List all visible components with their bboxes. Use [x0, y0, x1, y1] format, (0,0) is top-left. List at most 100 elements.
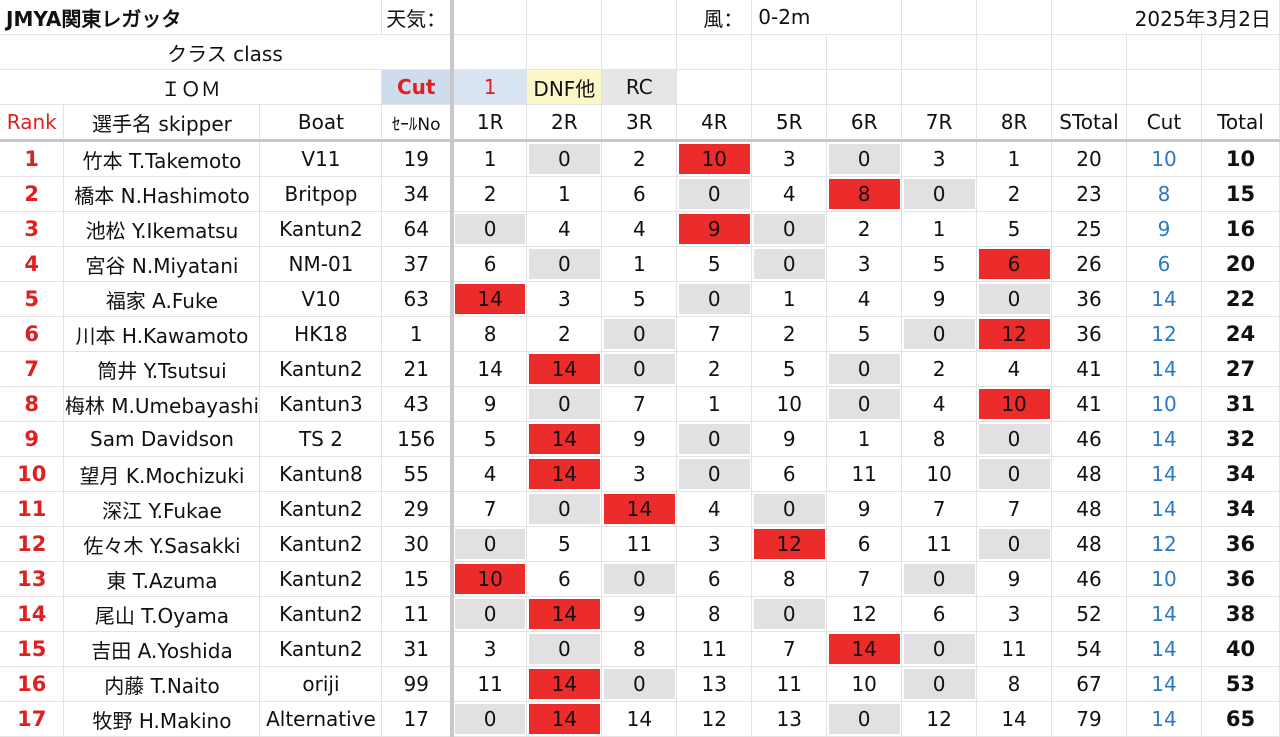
skipper-cell: 佐々木 Y.Sasakki — [63, 526, 261, 562]
cut-cell: 14 — [1126, 596, 1202, 632]
rank-cell: 10 — [0, 456, 65, 492]
cut-cell: 14 — [1126, 456, 1202, 492]
cut-cell: 8 — [1126, 176, 1202, 212]
race-cell-value: 6 — [978, 249, 1050, 279]
skipper-cell: 牧野 H.Makino — [63, 701, 261, 737]
table-row: 7 筒井 Y.Tsutsui Kantun2 21 14 14 0 2 5 0 2 4 41 14 27 — [0, 351, 1280, 387]
race-cell: 6 — [826, 526, 903, 562]
skipper-cell: 深江 Y.Fukae — [63, 491, 261, 527]
race-cell: 0 — [451, 701, 528, 737]
race-cell-value: 14 — [528, 424, 600, 454]
race-cell: 3 — [901, 140, 978, 177]
cut-cell: 9 — [1126, 211, 1202, 247]
race-cell: 0 — [451, 211, 528, 247]
boat-cell: V11 — [259, 140, 383, 177]
race-cell-value: 14 — [528, 354, 600, 384]
race-cell: 7 — [826, 561, 903, 597]
header-skipper: 選手名 skipper — [63, 104, 261, 142]
boat-cell: V10 — [259, 281, 383, 317]
boat-cell: Kantun2 — [259, 526, 383, 562]
race-cell: 0 — [451, 526, 528, 562]
race-cell: 4 — [751, 176, 828, 212]
race-cell: 0 — [526, 246, 603, 282]
cut-cell: 14 — [1126, 701, 1202, 737]
race-cell: 1 — [676, 386, 753, 422]
header-race-4: 4R — [676, 104, 753, 142]
sail-cell: 30 — [381, 526, 454, 562]
race-cell: 7 — [451, 491, 528, 527]
total-cell: 22 — [1201, 281, 1280, 317]
race-cell-value: 0 — [455, 599, 525, 629]
rank-cell: 8 — [0, 386, 65, 422]
race-cell: 6 — [976, 246, 1053, 282]
race-cell-value: 0 — [903, 669, 975, 699]
race-cell-value: 0 — [753, 249, 825, 279]
race-cell: 14 — [526, 666, 603, 702]
rank-cell: 2 — [0, 176, 65, 212]
race-cell: 11 — [451, 666, 528, 702]
race-cell: 9 — [601, 421, 678, 457]
race-cell: 2 — [976, 176, 1053, 212]
sail-cell: 19 — [381, 140, 454, 177]
table-row: 14 尾山 T.Oyama Kantun2 11 0 14 9 8 0 12 6 3 52 14 38 — [0, 596, 1280, 632]
race-cell-value: 0 — [978, 529, 1050, 559]
sail-cell: 1 — [381, 316, 454, 352]
race-cell-value: 10 — [455, 564, 525, 594]
sail-cell: 15 — [381, 561, 454, 597]
race-cell-value: 0 — [753, 599, 825, 629]
boat-cell: Kantun2 — [259, 561, 383, 597]
race-cell: 8 — [901, 421, 978, 457]
race-cell: 2 — [826, 211, 903, 247]
stotal-cell: 46 — [1051, 421, 1127, 457]
race-cell: 11 — [676, 631, 753, 667]
race-cell-value: 14 — [828, 634, 900, 664]
race-cell: 10 — [676, 140, 753, 177]
race-cell: 5 — [826, 316, 903, 352]
race-cell: 6 — [901, 596, 978, 632]
cut-cell: 12 — [1126, 526, 1202, 562]
boat-cell: Kantun2 — [259, 631, 383, 667]
rank-cell: 7 — [0, 351, 65, 387]
race-cell: 8 — [601, 631, 678, 667]
race-cell: 11 — [901, 526, 978, 562]
sail-cell: 99 — [381, 666, 454, 702]
sail-cell: 156 — [381, 421, 454, 457]
stotal-cell: 48 — [1051, 456, 1127, 492]
race-cell: 10 — [901, 456, 978, 492]
header-race-3: 3R — [601, 104, 678, 142]
header-cut: Cut — [1126, 104, 1202, 142]
race-cell: 11 — [601, 526, 678, 562]
legend-row: ＩＯＭ Cut 1 DNF他 RC — [0, 69, 1280, 105]
skipper-cell: 池松 Y.Ikematsu — [63, 211, 261, 247]
race-cell: 11 — [976, 631, 1053, 667]
race-cell: 0 — [901, 176, 978, 212]
header-rank: Rank — [0, 104, 65, 142]
stotal-cell: 54 — [1051, 631, 1127, 667]
race-cell: 3 — [826, 246, 903, 282]
meta-row-2: クラス class — [0, 34, 1280, 70]
race-cell-value: 14 — [603, 494, 675, 524]
race-cell: 0 — [901, 316, 978, 352]
rank-cell: 15 — [0, 631, 65, 667]
boat-cell: HK18 — [259, 316, 383, 352]
race-cell: 0 — [901, 561, 978, 597]
skipper-cell: 福家 A.Fuke — [63, 281, 261, 317]
cut-cell: 14 — [1126, 491, 1202, 527]
boat-cell: oriji — [259, 666, 383, 702]
race-cell: 1 — [826, 421, 903, 457]
race-cell: 0 — [901, 631, 978, 667]
total-cell: 34 — [1201, 456, 1280, 492]
boat-cell: Kantun2 — [259, 596, 383, 632]
race-cell: 13 — [676, 666, 753, 702]
race-cell: 2 — [601, 140, 678, 177]
rank-cell: 9 — [0, 421, 65, 457]
race-cell: 0 — [601, 351, 678, 387]
race-cell: 4 — [526, 211, 603, 247]
race-cell: 9 — [451, 386, 528, 422]
race-cell: 14 — [526, 456, 603, 492]
race-cell: 0 — [826, 701, 903, 737]
stotal-cell: 25 — [1051, 211, 1127, 247]
cut-cell: 14 — [1126, 631, 1202, 667]
race-cell: 9 — [976, 561, 1053, 597]
table-row: 5 福家 A.Fuke V10 63 14 3 5 0 1 4 9 0 36 14 22 — [0, 281, 1280, 317]
